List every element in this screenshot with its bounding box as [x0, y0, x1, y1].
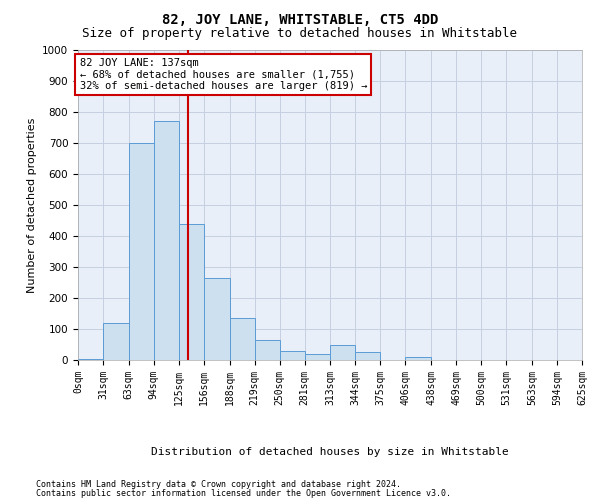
Bar: [230, 318, 254, 360]
Bar: [179, 224, 204, 360]
Bar: [204, 278, 230, 360]
Bar: [406, 357, 431, 360]
Text: Contains HM Land Registry data © Crown copyright and database right 2024.: Contains HM Land Registry data © Crown c…: [36, 480, 401, 489]
Bar: [305, 354, 331, 360]
Bar: [154, 122, 179, 360]
Bar: [254, 340, 280, 360]
X-axis label: Distribution of detached houses by size in Whitstable: Distribution of detached houses by size …: [151, 446, 509, 456]
Text: Contains public sector information licensed under the Open Government Licence v3: Contains public sector information licen…: [36, 488, 451, 498]
Text: 82, JOY LANE, WHITSTABLE, CT5 4DD: 82, JOY LANE, WHITSTABLE, CT5 4DD: [162, 12, 438, 26]
Bar: [129, 143, 154, 360]
Bar: [331, 344, 355, 360]
Bar: [280, 350, 305, 360]
Text: Size of property relative to detached houses in Whitstable: Size of property relative to detached ho…: [83, 28, 517, 40]
Bar: [103, 323, 129, 360]
Bar: [355, 352, 380, 360]
Text: 82 JOY LANE: 137sqm
← 68% of detached houses are smaller (1,755)
32% of semi-det: 82 JOY LANE: 137sqm ← 68% of detached ho…: [80, 58, 367, 91]
Y-axis label: Number of detached properties: Number of detached properties: [26, 118, 37, 292]
